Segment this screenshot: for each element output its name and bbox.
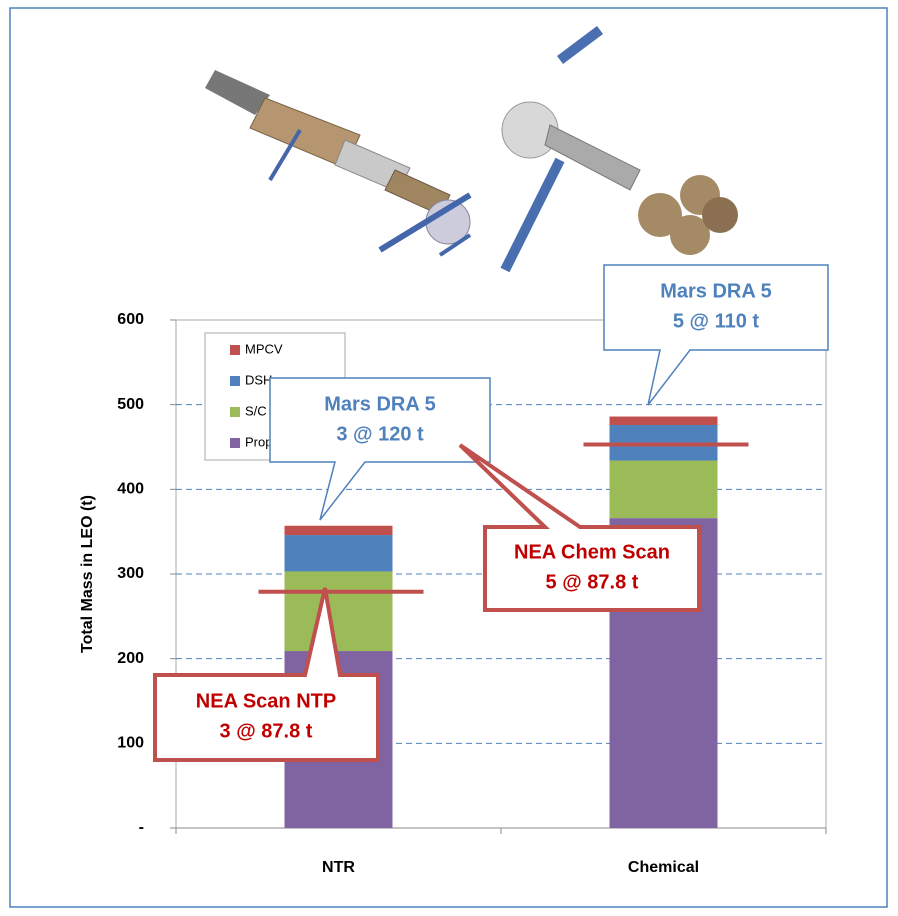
legend-swatch	[230, 438, 240, 448]
bar-segment	[610, 461, 718, 519]
x-tick-label: Chemical	[628, 859, 699, 876]
y-tick-label: 100	[117, 735, 144, 752]
callout-text: 5 @ 87.8 t	[546, 571, 639, 593]
bar-segment	[285, 571, 393, 651]
legend-label: S/C	[245, 403, 267, 418]
callout-text: NEA Scan NTP	[196, 690, 336, 712]
legend-label: DSH	[245, 372, 272, 387]
callout-text: NEA Chem Scan	[514, 541, 670, 563]
y-tick-label: 600	[117, 311, 144, 328]
bar-segment	[285, 526, 393, 535]
callout-text: Mars DRA 5	[324, 393, 436, 415]
callout-text: 3 @ 87.8 t	[220, 720, 313, 742]
y-axis-label: Total Mass in LEO (t)	[79, 495, 96, 653]
callout-text: 3 @ 120 t	[336, 423, 424, 445]
y-tick-label: 400	[117, 481, 144, 498]
x-tick-label: NTR	[322, 859, 355, 876]
y-tick-label: 200	[117, 650, 144, 667]
page: {"chart_data": {"type": "stacked-bar", "…	[0, 0, 898, 916]
chart: Total Mass in LEO (t) - 100 200 300 400 500 60…	[0, 0, 898, 916]
bar-segment	[285, 535, 393, 571]
legend-swatch	[230, 407, 240, 417]
callout-text: 5 @ 110 t	[673, 310, 760, 332]
bar-segment	[610, 417, 718, 425]
legend-label: MPCV	[245, 341, 283, 356]
y-tick-label: 500	[117, 396, 144, 413]
y-tick-label: -	[139, 819, 144, 836]
legend-swatch	[230, 345, 240, 355]
callout-text: Mars DRA 5	[660, 280, 772, 302]
legend-swatch	[230, 376, 240, 386]
y-tick-label: 300	[117, 565, 144, 582]
